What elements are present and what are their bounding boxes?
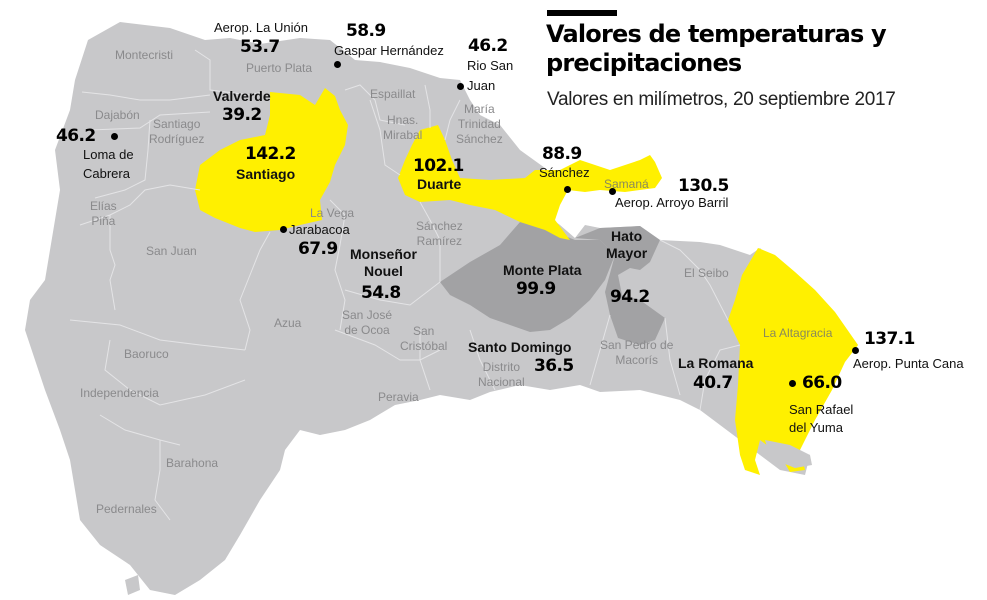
- station-marker-loma[interactable]: [111, 133, 118, 140]
- station-value-jarabacoa: 67.9: [298, 239, 338, 259]
- station-value-duarte: 102.1: [413, 156, 464, 176]
- province-label-sanchez-ramirez: Sánchez Ramírez: [416, 219, 463, 248]
- station-value-valverde: 39.2: [222, 105, 262, 125]
- province-label-san-juan: San Juan: [146, 244, 197, 258]
- province-label-hnas-mirabal: Hnas. Mirabal: [383, 113, 423, 142]
- region-monte-plata: [440, 222, 615, 332]
- station-name-rio-san-juan-2: Juan: [467, 78, 496, 93]
- province-label-montecristi: Montecristi: [115, 48, 174, 62]
- station-name-duarte: Duarte: [417, 176, 462, 192]
- province-label-el-seibo: El Seibo: [684, 266, 729, 280]
- station-name-rio-san-juan-1: Rio San: [467, 58, 514, 73]
- page-title: Valores de temperaturas y precipitacione…: [546, 20, 887, 77]
- region-la-altagracia[interactable]: [728, 248, 858, 475]
- station-value-loma: 46.2: [56, 126, 96, 146]
- station-marker-jarabacoa[interactable]: [280, 226, 287, 233]
- station-name-loma-1: Loma de: [83, 147, 134, 162]
- station-value-santo-domingo: 36.5: [534, 356, 574, 376]
- page-subtitle: Valores en milímetros, 20 septiembre 201…: [547, 89, 896, 110]
- station-name-san-rafael-2: del Yuma: [789, 420, 843, 435]
- station-name-la-union: Aerop. La Unión: [214, 20, 308, 35]
- station-marker-punta-cana[interactable]: [852, 347, 859, 354]
- region-hato-mayor: [575, 226, 665, 345]
- province-label-azua: Azua: [274, 316, 302, 330]
- province-label-distrito-nacional: Distrito Nacional: [478, 360, 525, 389]
- title-accent-bar: [547, 10, 617, 16]
- station-value-hato-mayor: 94.2: [610, 287, 650, 307]
- province-label-san-cristobal: San Cristóbal: [400, 324, 448, 353]
- station-marker-san-rafael[interactable]: [789, 380, 796, 387]
- province-label-peravia: Peravia: [378, 390, 419, 404]
- station-value-santiago: 142.2: [245, 144, 296, 164]
- station-marker-arroyo-barril[interactable]: [609, 188, 616, 195]
- station-value-monte-plata: 99.9: [516, 279, 556, 299]
- province-label-maria-trinidad-sanchez: María Trinidad Sánchez: [456, 102, 503, 146]
- station-name-loma-2: Cabrera: [83, 166, 130, 181]
- station-name-valverde: Valverde: [213, 88, 271, 104]
- station-value-la-romana: 40.7: [693, 373, 733, 393]
- island-saona: [765, 440, 812, 468]
- province-label-la-altagracia: La Altagracia: [763, 326, 833, 340]
- province-label-barahona: Barahona: [166, 456, 219, 470]
- province-borders: [69, 49, 741, 521]
- province-label-pedernales: Pedernales: [96, 502, 157, 516]
- station-name-san-rafael-1: San Rafael: [789, 402, 854, 417]
- station-value-sanchez: 88.9: [542, 144, 582, 164]
- station-marker-sanchez[interactable]: [564, 186, 571, 193]
- province-label-santiago-rodriguez: Santiago Rodríguez: [149, 117, 205, 146]
- station-value-la-union: 53.7: [240, 37, 280, 57]
- province-label-san-pedro-de-macoris: San Pedro de Macorís: [600, 338, 674, 367]
- province-label-san-jose-de-ocoa: San José de Ocoa: [342, 308, 393, 337]
- station-value-rio-san-juan: 46.2: [468, 36, 508, 56]
- station-name-gaspar: Gaspar Hernández: [334, 43, 444, 58]
- station-name-monte-plata: Monte Plata: [503, 262, 582, 278]
- station-value-gaspar: 58.9: [346, 21, 386, 41]
- station-value-monsenor-nouel: 54.8: [361, 283, 401, 303]
- province-label-samana: Samaná: [604, 177, 649, 191]
- station-name-la-romana: La Romana: [678, 355, 754, 371]
- station-name-santo-domingo: Santo Domingo: [468, 339, 572, 355]
- station-marker-rio-san-juan[interactable]: [457, 83, 464, 90]
- station-name-arroyo-barril: Aerop. Arroyo Barril: [615, 195, 729, 210]
- province-label-la-vega: La Vega: [310, 206, 355, 220]
- station-name-monsenor-nouel: Monseñor Nouel: [350, 246, 417, 279]
- station-marker-gaspar[interactable]: [334, 61, 341, 68]
- station-name-santiago: Santiago: [236, 166, 296, 182]
- province-label-espaillat: Espaillat: [370, 87, 416, 101]
- station-value-san-rafael: 66.0: [802, 373, 842, 393]
- province-label-elias-pina: Elías Piña: [90, 199, 117, 228]
- island-beata: [125, 575, 140, 595]
- station-value-arroyo-barril: 130.5: [678, 176, 729, 196]
- region-santiago[interactable]: [195, 88, 348, 232]
- province-label-puerto-plata: Puerto Plata: [246, 61, 313, 75]
- station-name-hato-mayor: Hato Mayor: [606, 228, 648, 261]
- province-label-independencia: Independencia: [80, 386, 159, 400]
- region-duarte-samana[interactable]: [398, 125, 662, 240]
- station-value-punta-cana: 137.1: [864, 329, 915, 349]
- station-name-jarabacoa: Jarabacoa: [289, 222, 350, 237]
- province-label-dajabon: Dajabón: [95, 108, 140, 122]
- station-name-punta-cana: Aerop. Punta Cana: [853, 356, 964, 371]
- station-name-sanchez: Sánchez: [539, 165, 590, 180]
- province-label-baoruco: Baoruco: [124, 347, 169, 361]
